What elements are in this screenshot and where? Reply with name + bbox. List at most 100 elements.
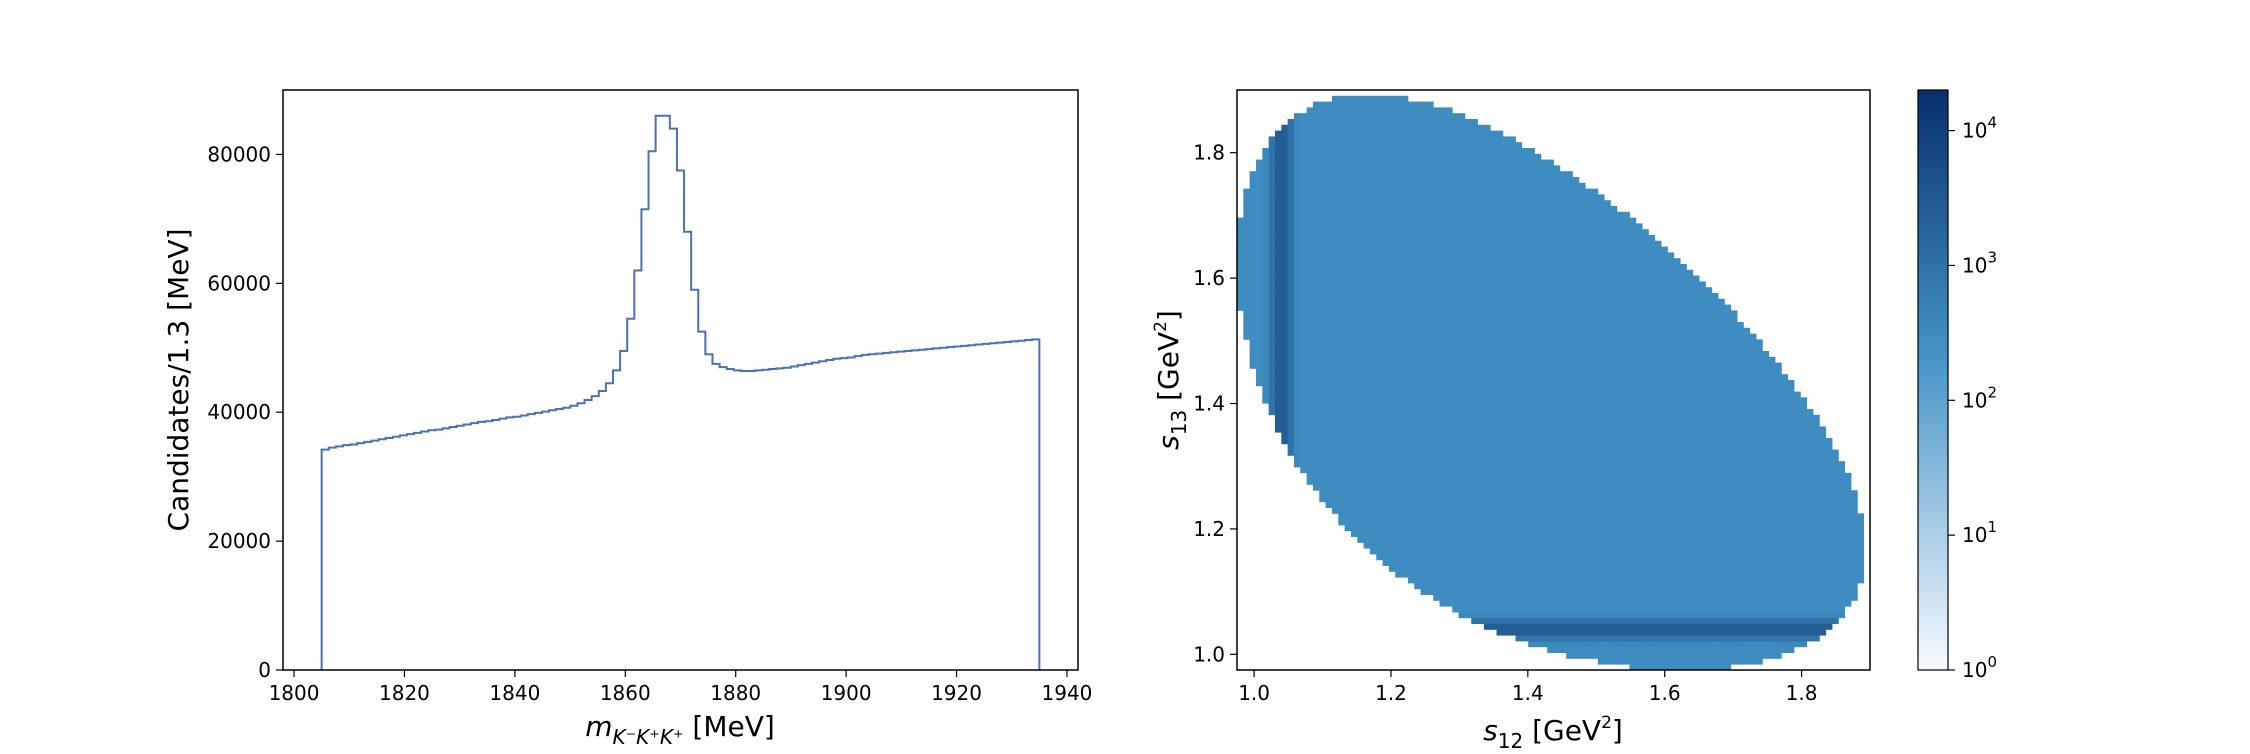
heatmap-cell xyxy=(1648,467,1655,473)
heatmap-cell xyxy=(1648,316,1655,322)
heatmap-cell xyxy=(1364,345,1371,351)
heatmap-cell xyxy=(1370,119,1377,125)
heatmap-cell xyxy=(1617,589,1624,595)
heatmap-cell xyxy=(1465,595,1472,601)
heatmap-cell xyxy=(1516,229,1523,235)
heatmap-cell xyxy=(1433,235,1440,241)
heatmap-cell xyxy=(1471,455,1478,461)
heatmap-cell xyxy=(1395,363,1402,369)
heatmap-cell xyxy=(1376,177,1383,183)
heatmap-cell xyxy=(1281,154,1288,160)
heatmap-cell xyxy=(1376,525,1383,531)
heatmap-cell xyxy=(1345,107,1352,113)
heatmap-cell xyxy=(1617,252,1624,258)
heatmap-cell xyxy=(1471,432,1478,438)
heatmap-cell xyxy=(1345,229,1352,235)
heatmap-cell xyxy=(1642,653,1649,659)
heatmap-cell xyxy=(1541,392,1548,398)
heatmap-cell xyxy=(1541,467,1548,473)
heatmap-cell xyxy=(1579,270,1586,276)
heatmap-cell xyxy=(1610,641,1617,647)
heatmap-cell xyxy=(1535,450,1542,456)
heatmap-cell xyxy=(1414,519,1421,525)
heatmap-cell xyxy=(1389,397,1396,403)
heatmap-cell xyxy=(1598,467,1605,473)
heatmap-cell xyxy=(1269,136,1276,142)
heatmap-cell xyxy=(1433,542,1440,548)
heatmap-cell xyxy=(1364,438,1371,444)
heatmap-cell xyxy=(1490,548,1497,554)
heatmap-cell xyxy=(1446,287,1453,293)
heatmap-cell xyxy=(1471,125,1478,131)
heatmap-cell xyxy=(1591,374,1598,380)
heatmap-cell xyxy=(1591,397,1598,403)
heatmap-cell xyxy=(1326,154,1333,160)
heatmap-cell xyxy=(1516,194,1523,200)
heatmap-cell xyxy=(1528,305,1535,311)
heatmap-cell xyxy=(1509,136,1516,142)
heatmap-cell xyxy=(1446,270,1453,276)
heatmap-cell xyxy=(1585,212,1592,218)
heatmap-cell xyxy=(1598,299,1605,305)
heatmap-cell xyxy=(1421,386,1428,392)
heatmap-cell xyxy=(1376,444,1383,450)
heatmap-cell xyxy=(1490,397,1497,403)
heatmap-cell xyxy=(1300,339,1307,345)
heatmap-cell xyxy=(1554,397,1561,403)
heatmap-cell xyxy=(1395,386,1402,392)
heatmap-cell xyxy=(1440,305,1447,311)
heatmap-cell xyxy=(1598,339,1605,345)
heatmap-cell xyxy=(1623,241,1630,247)
heatmap-cell xyxy=(1560,200,1567,206)
heatmap-cell xyxy=(1484,473,1491,479)
heatmap-cell xyxy=(1395,351,1402,357)
heatmap-cell xyxy=(1440,519,1447,525)
heatmap-cell xyxy=(1307,125,1314,131)
heatmap-cell xyxy=(1566,270,1573,276)
heatmap-cell xyxy=(1440,200,1447,206)
heatmap-cell xyxy=(1288,160,1295,166)
heatmap-cell xyxy=(1307,438,1314,444)
heatmap-cell xyxy=(1497,148,1504,154)
heatmap-cell xyxy=(1326,229,1333,235)
heatmap-cell xyxy=(1497,426,1504,432)
heatmap-cell xyxy=(1364,142,1371,148)
heatmap-cell xyxy=(1288,415,1295,421)
heatmap-cell xyxy=(1465,432,1472,438)
heatmap-cell xyxy=(1547,171,1554,177)
heatmap-cell xyxy=(1383,513,1390,519)
heatmap-cell xyxy=(1288,206,1295,212)
heatmap-cell xyxy=(1522,629,1529,635)
heatmap-cell xyxy=(1490,177,1497,183)
heatmap-cell xyxy=(1471,508,1478,514)
heatmap-cell xyxy=(1414,444,1421,450)
heatmap-cell xyxy=(1351,444,1358,450)
heatmap-cell xyxy=(1541,450,1548,456)
heatmap-cell xyxy=(1560,467,1567,473)
heatmap-cell xyxy=(1648,653,1655,659)
heatmap-cell xyxy=(1610,635,1617,641)
heatmap-cell xyxy=(1364,421,1371,427)
heatmap-cell xyxy=(1408,508,1415,514)
heatmap-cell xyxy=(1484,206,1491,212)
heatmap-cell xyxy=(1503,473,1510,479)
heatmap-cell xyxy=(1617,421,1624,427)
heatmap-cell xyxy=(1604,455,1611,461)
heatmap-cell xyxy=(1376,293,1383,299)
heatmap-cell xyxy=(1357,450,1364,456)
heatmap-cell xyxy=(1509,270,1516,276)
heatmap-cell xyxy=(1623,647,1630,653)
heatmap-cell xyxy=(1427,125,1434,131)
heatmap-cell xyxy=(1554,281,1561,287)
heatmap-cell xyxy=(1237,241,1244,247)
heatmap-cell xyxy=(1478,183,1485,189)
heatmap-cell xyxy=(1275,148,1282,154)
heatmap-cell xyxy=(1294,276,1301,282)
heatmap-cell xyxy=(1364,316,1371,322)
heatmap-cell xyxy=(1351,455,1358,461)
heatmap-cell xyxy=(1623,589,1630,595)
heatmap-cell xyxy=(1408,380,1415,386)
heatmap-cell xyxy=(1528,624,1535,630)
heatmap-cell xyxy=(1452,583,1459,589)
heatmap-cell xyxy=(1300,223,1307,229)
